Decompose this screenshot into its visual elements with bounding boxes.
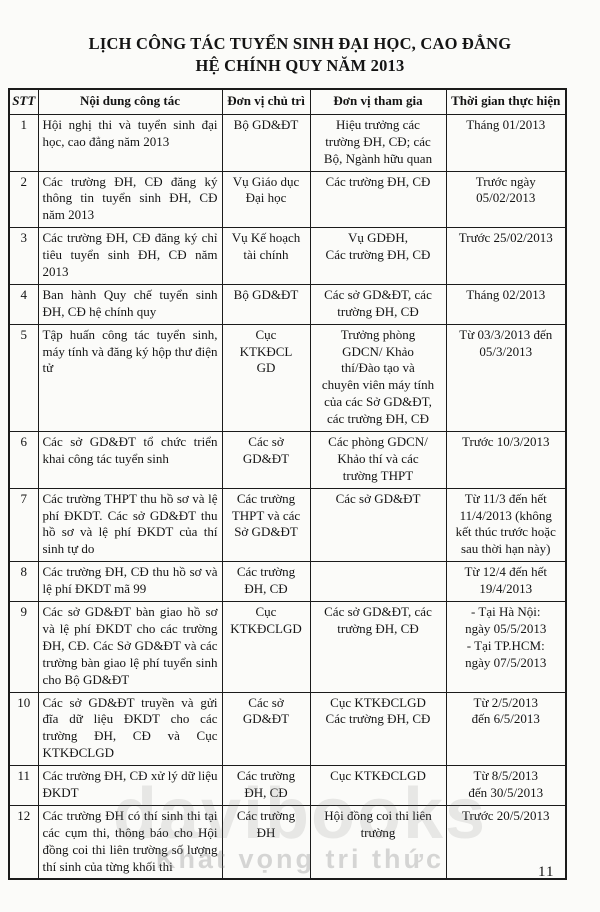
work-content-cell: Các trường ĐH, CĐ thu hồ sơ và lệ phí ĐK… — [37, 561, 223, 603]
participants-cell: Cục KTKĐCLGD Các trường ĐH, CĐ — [309, 691, 447, 767]
row-number-cell: 3 — [8, 227, 39, 285]
page-title-line2: HỆ CHÍNH QUY NĂM 2013 — [195, 55, 405, 75]
work-content-cell: Ban hành Quy chế tuyển sinh ĐH, CĐ hệ ch… — [37, 283, 223, 325]
participants-cell: Hội đồng coi thi liên trường — [309, 804, 447, 880]
participants-cell: Cục KTKĐCLGD — [309, 765, 447, 806]
work-content-cell: Các sở GD&ĐT tổ chức triển khai công tác… — [37, 431, 223, 489]
table-body: 1 Hội nghị thi và tuyển sinh đại học, ca… — [8, 113, 567, 880]
row-number-cell: 2 — [8, 170, 39, 229]
time-cell: Từ 03/3/2013 đến 05/3/2013 — [445, 323, 567, 433]
row-number-cell: 1 — [8, 113, 39, 172]
participants-cell: Vụ GDĐH, Các trường ĐH, CĐ — [309, 227, 447, 285]
work-content-cell: Các trường ĐH có thí sinh thi tại các cụ… — [37, 804, 223, 880]
row-number-cell: 10 — [8, 691, 39, 767]
lead-unit-cell: Các trường ĐH — [221, 804, 311, 880]
table-row: 10 Các sở GD&ĐT truyền và gửi đĩa dữ liệ… — [8, 691, 567, 767]
work-content-cell: Hội nghị thi và tuyển sinh đại học, cao … — [37, 113, 223, 172]
work-content-cell: Tập huấn công tác tuyển sinh, máy tính v… — [37, 323, 223, 433]
time-cell: Trước 20/5/2013 — [445, 804, 567, 880]
column-header-content: Nội dung công tác — [37, 88, 223, 115]
lead-unit-cell: Bộ GD&ĐT — [221, 113, 311, 172]
time-cell: Trước 10/3/2013 — [445, 431, 567, 489]
table-row: 2 Các trường ĐH, CĐ đăng ký thông tin tu… — [8, 170, 567, 229]
lead-unit-cell: Các trường ĐH, CĐ — [221, 561, 311, 603]
table-row: 12 Các trường ĐH có thí sinh thi tại các… — [8, 804, 567, 880]
participants-cell: Các sở GD&ĐT, các trường ĐH, CĐ — [309, 283, 447, 325]
work-content-cell: Các sở GD&ĐT truyền và gửi đĩa dữ liệu Đ… — [37, 691, 223, 767]
work-content-cell: Các trường ĐH, CĐ xử lý dữ liệu ĐKDT — [37, 765, 223, 806]
column-header-participants: Đơn vị tham gia — [309, 88, 447, 115]
time-cell: Trước ngày 05/02/2013 — [445, 170, 567, 229]
row-number-cell: 5 — [8, 323, 39, 433]
table-row: 1 Hội nghị thi và tuyển sinh đại học, ca… — [8, 113, 567, 172]
row-number-cell: 12 — [8, 804, 39, 880]
time-cell: Từ 8/5/2013 đến 30/5/2013 — [445, 765, 567, 806]
lead-unit-cell: Các sở GD&ĐT — [221, 431, 311, 489]
participants-cell: Các trường ĐH, CĐ — [309, 170, 447, 229]
row-number-cell: 9 — [8, 601, 39, 693]
table-header-row: STT Nội dung công tác Đơn vị chủ trì Đơn… — [8, 88, 567, 115]
row-number-cell: 11 — [8, 765, 39, 806]
work-content-cell: Các trường ĐH, CĐ đăng ký chỉ tiêu tuyển… — [37, 227, 223, 285]
column-header-time: Thời gian thực hiện — [445, 88, 567, 115]
participants-cell: Các sở GD&ĐT — [309, 487, 447, 563]
lead-unit-cell: Cục KTKĐCL GD — [221, 323, 311, 433]
table-row: 3 Các trường ĐH, CĐ đăng ký chỉ tiêu tuy… — [8, 227, 567, 285]
table-row: 4 Ban hành Quy chế tuyển sinh ĐH, CĐ hệ … — [8, 283, 567, 325]
participants-cell: Các phòng GDCN/ Khảo thí và các trường T… — [309, 431, 447, 489]
participants-cell: Hiệu trưởng các trường ĐH, CĐ; các Bộ, N… — [309, 113, 447, 172]
lead-unit-cell: Cục KTKĐCLGD — [221, 601, 311, 693]
time-cell: - Tại Hà Nội: ngày 05/5/2013 - Tại TP.HC… — [445, 601, 567, 693]
participants-cell: Các sở GD&ĐT, các trường ĐH, CĐ — [309, 601, 447, 693]
column-header-stt: STT — [8, 88, 39, 115]
work-content-cell: Các sở GD&ĐT bàn giao hồ sơ và lệ phí ĐK… — [37, 601, 223, 693]
row-number-cell: 4 — [8, 283, 39, 325]
lead-unit-cell: Vụ Giáo dục Đại học — [221, 170, 311, 229]
lead-unit-cell: Các trường ĐH, CĐ — [221, 765, 311, 806]
participants-cell — [309, 561, 447, 603]
column-header-lead-unit: Đơn vị chủ trì — [221, 88, 311, 115]
row-number-cell: 7 — [8, 487, 39, 563]
page-number: 11 — [538, 864, 555, 880]
table-row: 8 Các trường ĐH, CĐ thu hồ sơ và lệ phí … — [8, 561, 567, 603]
time-cell: Từ 11/3 đến hết 11/4/2013 (không kết thú… — [445, 487, 567, 563]
time-cell: Trước 25/02/2013 — [445, 227, 567, 285]
work-content-cell: Các trường THPT thu hồ sơ và lệ phí ĐKDT… — [37, 487, 223, 563]
lead-unit-cell: Bộ GD&ĐT — [221, 283, 311, 325]
time-cell: Tháng 01/2013 — [445, 113, 567, 172]
lead-unit-cell: Các sở GD&ĐT — [221, 691, 311, 767]
schedule-table: STT Nội dung công tác Đơn vị chủ trì Đơn… — [8, 88, 567, 881]
time-cell: Từ 2/5/2013 đến 6/5/2013 — [445, 691, 567, 767]
table-row: 9 Các sở GD&ĐT bàn giao hồ sơ và lệ phí … — [8, 601, 567, 693]
table-row: 11 Các trường ĐH, CĐ xử lý dữ liệu ĐKDT … — [8, 765, 567, 806]
work-content-cell: Các trường ĐH, CĐ đăng ký thông tin tuyể… — [37, 170, 223, 229]
time-cell: Từ 12/4 đến hết 19/4/2013 — [445, 561, 567, 603]
table-row: 5 Tập huấn công tác tuyển sinh, máy tính… — [8, 323, 567, 433]
table-row: 6 Các sở GD&ĐT tổ chức triển khai công t… — [8, 431, 567, 489]
row-number-cell: 6 — [8, 431, 39, 489]
lead-unit-cell: Vụ Kế hoạch tài chính — [221, 227, 311, 285]
lead-unit-cell: Các trường THPT và các Sở GD&ĐT — [221, 487, 311, 563]
row-number-cell: 8 — [8, 561, 39, 603]
page-title-line1: LỊCH CÔNG TÁC TUYỂN SINH ĐẠI HỌC, CAO ĐẲ… — [88, 34, 512, 53]
table-row: 7 Các trường THPT thu hồ sơ và lệ phí ĐK… — [8, 487, 567, 563]
page-title: LỊCH CÔNG TÁC TUYỂN SINH ĐẠI HỌC, CAO ĐẲ… — [0, 33, 600, 77]
time-cell: Tháng 02/2013 — [445, 283, 567, 325]
participants-cell: Trưởng phòng GDCN/ Khảo thí/Đào tạo và c… — [309, 323, 447, 433]
